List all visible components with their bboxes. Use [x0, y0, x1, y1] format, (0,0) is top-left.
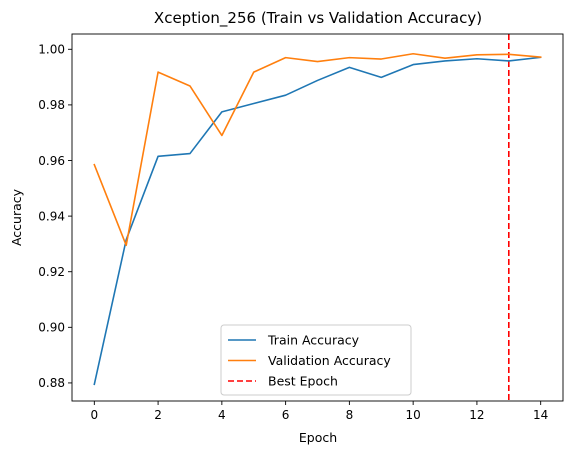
x-tick-label: 12	[469, 408, 484, 422]
series-line-train-accuracy	[93, 56, 542, 386]
y-tick-label: 0.92	[38, 265, 65, 279]
x-tick-label: 14	[533, 408, 548, 422]
x-tick-label: 4	[218, 408, 226, 422]
x-tick-label: 0	[90, 408, 98, 422]
x-tick-label: 6	[282, 408, 290, 422]
chart-title: Xception_256 (Train vs Validation Accura…	[154, 9, 482, 28]
y-tick-label: 0.98	[38, 98, 65, 112]
y-tick-label: 0.96	[38, 154, 65, 168]
legend-label: Best Epoch	[268, 374, 338, 389]
y-tick-label: 0.90	[38, 321, 65, 335]
legend: Train Accuracy Validation Accuracy Best Ep…	[220, 324, 412, 396]
legend-label: Train Accuracy	[267, 333, 360, 348]
legend-frame	[220, 324, 412, 396]
x-tick-label: 10	[406, 408, 421, 422]
x-tick-label: 2	[154, 408, 162, 422]
y-axis-label: Accuracy	[9, 188, 24, 246]
y-tick-label: 1.00	[38, 43, 65, 57]
x-axis-label: Epoch	[299, 430, 337, 445]
x-tick-label: 8	[346, 408, 354, 422]
y-tick-label: 0.88	[38, 376, 65, 390]
series-line-validation-accuracy	[93, 52, 542, 247]
y-tick-label: 0.94	[38, 209, 65, 223]
plot-frame	[71, 33, 564, 402]
legend-label: Validation Accuracy	[268, 353, 391, 368]
